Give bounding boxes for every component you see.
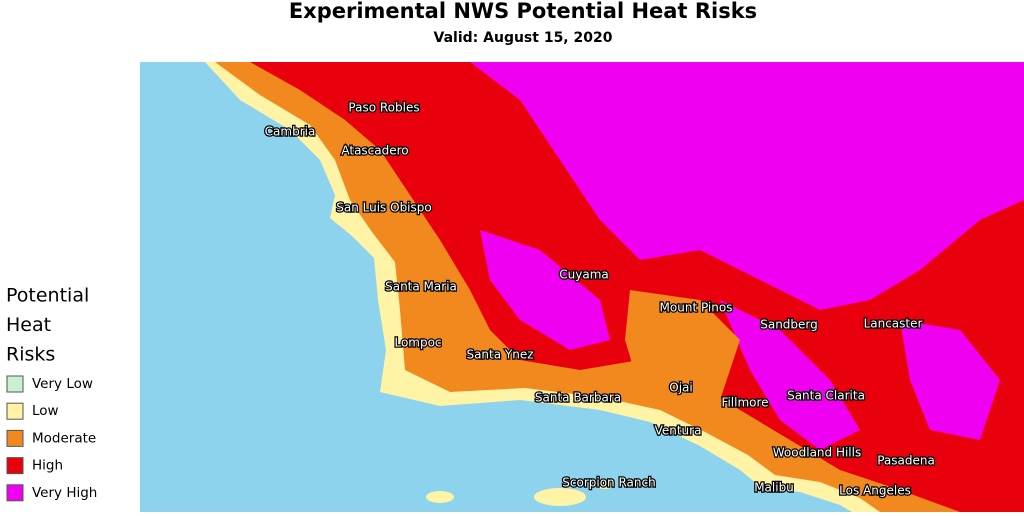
place-label: Ojai bbox=[669, 381, 692, 395]
place-label: Lompoc bbox=[394, 336, 441, 350]
place-label: Santa Clarita bbox=[787, 389, 865, 403]
map: Paso Robles Cambria Atascadero San Luis … bbox=[140, 62, 1024, 512]
legend-swatch bbox=[6, 457, 24, 475]
place-label: Santa Maria bbox=[385, 280, 457, 294]
place-label: Woodland Hills bbox=[773, 446, 861, 460]
place-label: Paso Robles bbox=[348, 101, 419, 115]
place-label: Mount Pinos bbox=[660, 301, 733, 315]
place-label: Atascadero bbox=[341, 144, 408, 158]
place-label: Santa Barbara bbox=[535, 391, 621, 405]
place-label: Pasadena bbox=[877, 454, 935, 468]
legend-swatch bbox=[6, 429, 24, 447]
place-label: San Luis Obispo bbox=[336, 201, 431, 215]
legend-title: Heat bbox=[6, 314, 51, 336]
place-label: Scorpion Ranch bbox=[562, 476, 655, 490]
legend: Potential Heat Risks Very Low Low Moderate Hig… bbox=[6, 285, 97, 502]
island bbox=[595, 479, 615, 489]
place-label: Lancaster bbox=[864, 317, 923, 331]
legend-swatch bbox=[6, 402, 24, 420]
title: Experimental NWS Potential Heat Risks bbox=[289, 0, 757, 23]
place-label: Sandberg bbox=[760, 318, 818, 332]
legend-label: Low bbox=[32, 403, 59, 419]
land-very-high bbox=[480, 230, 610, 350]
legend-label: High bbox=[32, 458, 63, 474]
legend-swatch bbox=[6, 375, 24, 393]
land-moderate bbox=[625, 290, 740, 420]
land-very-high bbox=[720, 300, 860, 450]
legend-swatch bbox=[6, 484, 24, 502]
legend-title: Potential bbox=[6, 285, 89, 307]
place-label: Fillmore bbox=[721, 396, 768, 410]
island bbox=[426, 491, 454, 503]
place-label: Los Angeles bbox=[839, 484, 911, 498]
place-label: Malibu bbox=[754, 481, 794, 495]
legend-label: Very Low bbox=[32, 376, 93, 392]
place-label: Cambria bbox=[265, 125, 316, 139]
land-very-high bbox=[470, 62, 1024, 310]
place-label: Santa Ynez bbox=[466, 348, 533, 362]
legend-title: Risks bbox=[6, 344, 55, 366]
land-very-high bbox=[900, 320, 1000, 440]
legend-label: Very High bbox=[32, 485, 97, 501]
subtitle: Valid: August 15, 2020 bbox=[434, 30, 613, 46]
legend-label: Moderate bbox=[32, 430, 96, 446]
island bbox=[534, 488, 586, 506]
place-label: Cuyama bbox=[559, 268, 608, 282]
place-label: Ventura bbox=[655, 424, 702, 438]
